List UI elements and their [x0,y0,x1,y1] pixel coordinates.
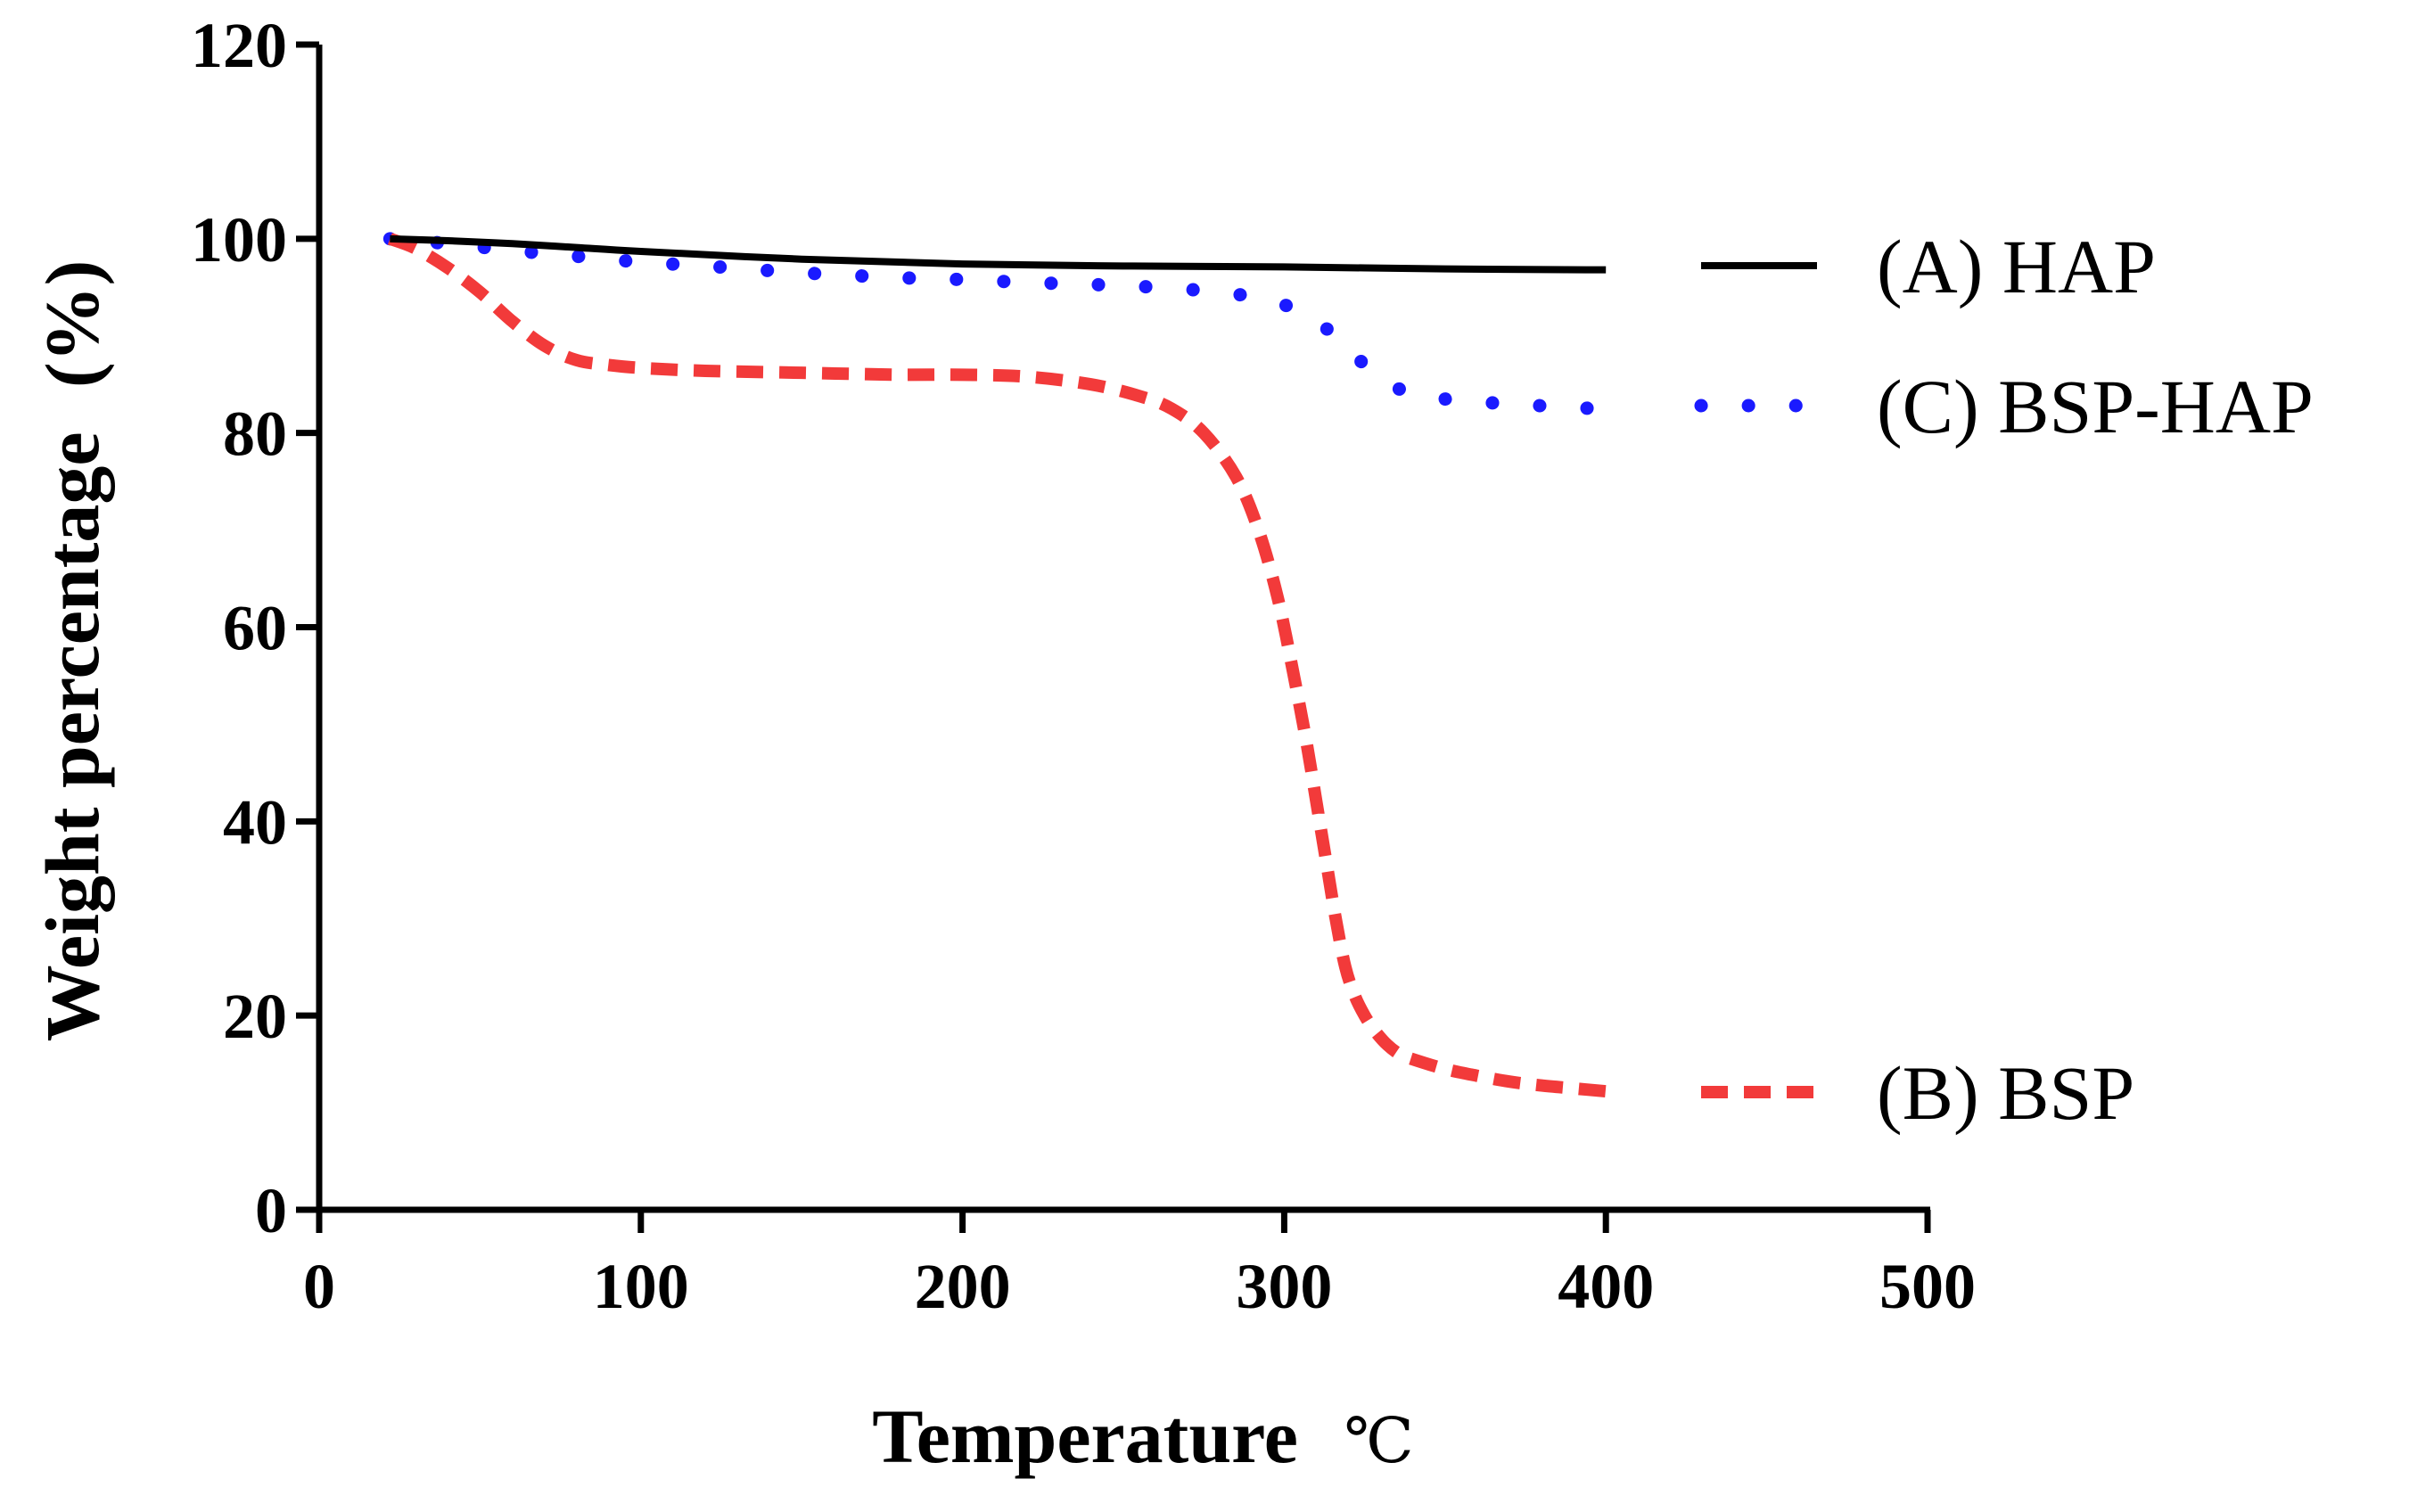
y-tick-label: 100 [191,204,287,275]
x-axis-title: Temperature ℃ [872,1393,1414,1479]
x-tick-label: 200 [915,1251,1011,1322]
y-axis-title: Weight percentage (%) [29,260,115,1042]
legend-label-b-bsp: (B) BSP [1877,1050,2134,1136]
y-tick-label: 120 [191,10,287,81]
legend-label-a-hap: (A) HAP [1877,224,2156,309]
legend-label-c-bsp-hap: (C) BSP-HAP [1877,364,2314,449]
series-line-b-bsp [387,233,1607,1098]
y-axis-title-text: Weight percentage [29,431,115,1041]
x-axis-title-text: Temperature [872,1393,1298,1479]
y-tick-label: 80 [223,399,287,470]
x-tick-label: 300 [1236,1251,1332,1322]
x-axis-unit: ℃ [1344,1408,1413,1476]
x-tick-label: 500 [1879,1251,1976,1322]
series-group [382,232,1613,1098]
legend: (A) HAP (C) BSP-HAP (B) BSP [1694,224,2314,1136]
y-tick-label: 60 [223,593,287,664]
series-line-a-hap [390,234,1607,274]
x-tick-label: 0 [303,1251,335,1322]
y-axis-unit: (%) [29,260,115,388]
y-tick-label: 40 [223,786,287,858]
y-tick-label: 20 [223,981,287,1052]
x-tick-label: 100 [593,1251,689,1322]
y-tick-label: 0 [255,1175,287,1246]
axes: 0 20 40 60 80 100 120 0 100 200 300 400 500 [191,10,1976,1322]
x-tick-label: 400 [1558,1251,1654,1322]
